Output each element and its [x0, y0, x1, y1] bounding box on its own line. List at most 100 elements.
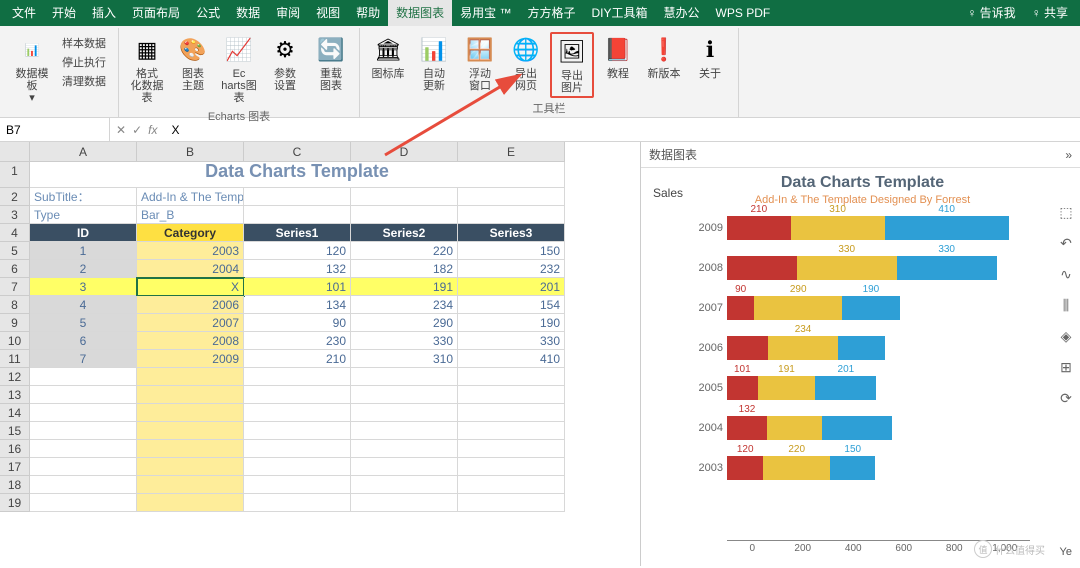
cell-D16[interactable]: [351, 440, 458, 458]
cell-E11[interactable]: 410: [458, 350, 565, 368]
cell-D13[interactable]: [351, 386, 458, 404]
cell-C17[interactable]: [244, 458, 351, 476]
ribbon-新版本[interactable]: ❗新版本: [642, 32, 686, 82]
menu-易用宝 ™[interactable]: 易用宝 ™: [452, 0, 519, 26]
ribbon-图标库[interactable]: 🏛图标库: [366, 32, 410, 82]
cell-A8[interactable]: 4: [30, 296, 137, 314]
cell-A18[interactable]: [30, 476, 137, 494]
cell-C4[interactable]: Series1: [244, 224, 351, 242]
cell-C14[interactable]: [244, 404, 351, 422]
share[interactable]: ♀ 共享: [1024, 0, 1076, 26]
cell-C3[interactable]: [244, 206, 351, 224]
cell-B17[interactable]: [137, 458, 244, 476]
cell-E9[interactable]: 190: [458, 314, 565, 332]
cell-A9[interactable]: 5: [30, 314, 137, 332]
cell-A7[interactable]: 3: [30, 278, 137, 296]
row-header-8[interactable]: 8: [0, 296, 30, 314]
formula-input[interactable]: X: [163, 123, 1080, 137]
cell-B3[interactable]: Bar_B: [137, 206, 244, 224]
cell-E14[interactable]: [458, 404, 565, 422]
cell-C6[interactable]: 132: [244, 260, 351, 278]
ribbon-自动更新[interactable]: 📊自动更新: [412, 32, 456, 94]
cell-A13[interactable]: [30, 386, 137, 404]
chart-tool-6[interactable]: ⟳: [1060, 390, 1072, 407]
chart-tool-2[interactable]: ∿: [1060, 266, 1072, 283]
cell-E2[interactable]: [458, 188, 565, 206]
cell-B15[interactable]: [137, 422, 244, 440]
row-header-9[interactable]: 9: [0, 314, 30, 332]
menu-慧办公[interactable]: 慧办公: [656, 0, 708, 26]
cancel-icon[interactable]: ✕: [116, 123, 126, 137]
menu-开始[interactable]: 开始: [44, 0, 84, 26]
cell-C18[interactable]: [244, 476, 351, 494]
row-header-17[interactable]: 17: [0, 458, 30, 476]
cell-A19[interactable]: [30, 494, 137, 512]
menu-数据[interactable]: 数据: [228, 0, 268, 26]
row-header-7[interactable]: 7: [0, 278, 30, 296]
cell-A2[interactable]: SubTitle：: [30, 188, 137, 206]
menu-插入[interactable]: 插入: [84, 0, 124, 26]
row-header-11[interactable]: 11: [0, 350, 30, 368]
row-header-15[interactable]: 15: [0, 422, 30, 440]
ribbon-数据模板[interactable]: 📊数据模板▾: [10, 32, 54, 106]
cell-A11[interactable]: 7: [30, 350, 137, 368]
row-header-6[interactable]: 6: [0, 260, 30, 278]
cell-C8[interactable]: 134: [244, 296, 351, 314]
row-header-12[interactable]: 12: [0, 368, 30, 386]
menu-WPS PDF[interactable]: WPS PDF: [708, 0, 779, 26]
cell-B7[interactable]: X: [137, 278, 244, 296]
chart-tool-4[interactable]: ◈: [1061, 328, 1072, 345]
select-all-corner[interactable]: [0, 142, 30, 162]
cell-B19[interactable]: [137, 494, 244, 512]
row-header-4[interactable]: 4: [0, 224, 30, 242]
col-header-B[interactable]: B: [137, 142, 244, 162]
row-header-19[interactable]: 19: [0, 494, 30, 512]
cell-D3[interactable]: [351, 206, 458, 224]
chart-tool-1[interactable]: ↶: [1060, 235, 1072, 252]
cell-D9[interactable]: 290: [351, 314, 458, 332]
cell-D12[interactable]: [351, 368, 458, 386]
name-box[interactable]: B7: [0, 118, 110, 141]
ribbon-参数设置[interactable]: ⚙参数设置: [263, 32, 307, 94]
row-header-1[interactable]: 1: [0, 162, 30, 188]
cell-D10[interactable]: 330: [351, 332, 458, 350]
cell-A12[interactable]: [30, 368, 137, 386]
cell-B9[interactable]: 2007: [137, 314, 244, 332]
ribbon-图表主题[interactable]: 🎨图表主题: [171, 32, 215, 94]
cell-C2[interactable]: [244, 188, 351, 206]
tell-me[interactable]: ♀ 告诉我: [959, 0, 1023, 26]
cell-D6[interactable]: 182: [351, 260, 458, 278]
ribbon-导出网页[interactable]: 🌐导出网页: [504, 32, 548, 94]
cell-C15[interactable]: [244, 422, 351, 440]
chart-tool-5[interactable]: ⊞: [1060, 359, 1072, 376]
cell-B18[interactable]: [137, 476, 244, 494]
menu-页面布局[interactable]: 页面布局: [124, 0, 188, 26]
cell-B13[interactable]: [137, 386, 244, 404]
cell-C10[interactable]: 230: [244, 332, 351, 350]
cell-E17[interactable]: [458, 458, 565, 476]
menu-审阅[interactable]: 审阅: [268, 0, 308, 26]
cell-E6[interactable]: 232: [458, 260, 565, 278]
cell-D19[interactable]: [351, 494, 458, 512]
row-header-10[interactable]: 10: [0, 332, 30, 350]
cell-A5[interactable]: 1: [30, 242, 137, 260]
cell-E8[interactable]: 154: [458, 296, 565, 314]
menu-视图[interactable]: 视图: [308, 0, 348, 26]
cell-B11[interactable]: 2009: [137, 350, 244, 368]
cell-A6[interactable]: 2: [30, 260, 137, 278]
cell-E16[interactable]: [458, 440, 565, 458]
cell-D2[interactable]: [351, 188, 458, 206]
col-header-D[interactable]: D: [351, 142, 458, 162]
fx-icon[interactable]: fx: [148, 123, 157, 137]
menu-帮助[interactable]: 帮助: [348, 0, 388, 26]
spreadsheet[interactable]: ABCDE 1Data Charts Template2SubTitle：Add…: [0, 142, 640, 566]
cell-D11[interactable]: 310: [351, 350, 458, 368]
cell-B14[interactable]: [137, 404, 244, 422]
col-header-E[interactable]: E: [458, 142, 565, 162]
cell-B4[interactable]: Category: [137, 224, 244, 242]
cell-A17[interactable]: [30, 458, 137, 476]
cell-C13[interactable]: [244, 386, 351, 404]
cell-A4[interactable]: ID: [30, 224, 137, 242]
cell-E7[interactable]: 201: [458, 278, 565, 296]
cell-C11[interactable]: 210: [244, 350, 351, 368]
